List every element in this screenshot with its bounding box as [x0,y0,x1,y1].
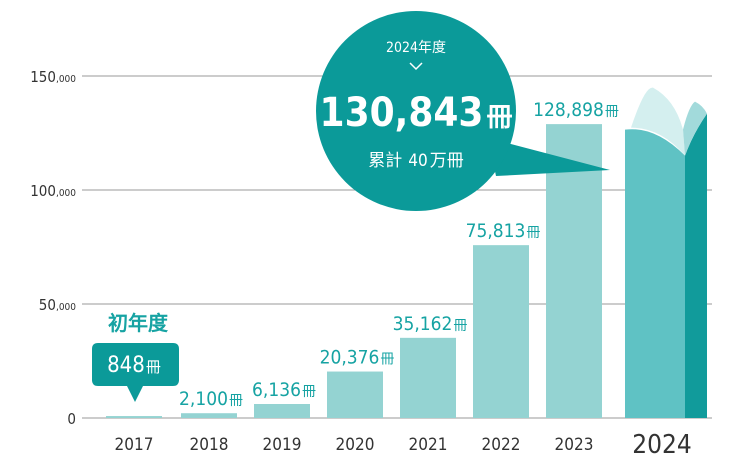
book-spine [685,113,707,418]
chevron-down-icon [409,62,423,71]
y-tick-main: 50 [39,296,56,314]
first-year-title: 初年度 [108,311,169,335]
value-label-2023: 128,898冊 [533,99,619,121]
first-year-value: 848冊 [107,353,161,378]
category-label-2021: 2021 [409,435,448,455]
bar-2023 [546,124,602,419]
value-label-2020-unit: 冊 [380,352,394,368]
bar-2017 [106,416,162,418]
category-label-2020: 2020 [336,435,375,455]
highlight-callout: 2024年度 130,843 冊累計 40 万冊 [316,11,610,211]
value-label-2022: 75,813冊 [466,220,541,242]
y-tick-label-1: 50,000 [39,296,76,314]
callout-total: 累計 40 万冊 [368,151,463,171]
category-label-2024: 2024 [632,430,692,460]
callout-circle [316,11,516,211]
y-tick-label-0: 0 [67,410,76,428]
value-label-2019-number: 6,136 [252,379,301,401]
y-tick-suffix: ,000 [56,74,76,85]
book-page-right [683,101,707,156]
x-axis-categories: 2017 2018 2019 2020 2021 2022 2023 2024 [115,430,692,460]
y-tick-main: 0 [67,410,76,428]
y-tick-suffix: ,000 [56,188,76,199]
callout-total-label: 累計 [368,151,402,171]
value-label-2022-number: 75,813 [466,220,526,242]
y-tick-main: 100 [30,182,56,200]
bar-2024 [625,87,707,418]
value-label-2018-unit: 冊 [229,393,243,409]
value-label-2021-unit: 冊 [453,318,467,334]
category-label-2022: 2022 [482,435,521,455]
callout-value-unit: 冊 [486,103,512,133]
y-tick-main: 150 [30,68,56,86]
value-label-2018-number: 2,100 [179,388,228,410]
bar-2020 [327,371,383,418]
bar-2019 [254,404,310,418]
value-label-2023-unit: 冊 [605,104,619,120]
value-labels: 2,100冊6,136冊20,376冊35,162冊75,813冊128,898… [179,99,619,410]
bar-2021 [400,337,456,418]
callout-value-number: 130,843 [320,90,484,136]
y-tick-label-2: 100,000 [30,182,76,200]
category-label-2018: 2018 [190,435,229,455]
book-page-left [631,87,685,156]
callout-fiscal-year: 2024年度 [386,40,446,56]
value-label-2019: 6,136冊 [252,379,316,401]
value-label-2020: 20,376冊 [320,347,395,369]
category-label-2019: 2019 [263,435,302,455]
first-year-number: 848 [107,353,145,378]
y-tick-suffix: ,000 [56,302,76,313]
first-year-unit: 冊 [146,358,161,376]
bar-2018 [181,413,237,418]
y-tick-label-3: 150,000 [30,68,76,86]
callout-total-value: 40 [408,151,427,171]
callout-total-unit: 万冊 [430,151,464,171]
value-label-2021: 35,162冊 [393,313,468,335]
value-label-2018: 2,100冊 [179,388,243,410]
bar-2022 [473,245,529,418]
value-label-2023-number: 128,898 [533,99,604,121]
callout-pointer [488,138,610,176]
callout-value: 130,843 冊 [320,90,513,136]
value-label-2022-unit: 冊 [526,225,540,241]
category-label-2023: 2023 [555,435,594,455]
book-front [625,129,685,418]
first-year-callout: 初年度 848冊 [92,311,179,402]
value-label-2019-unit: 冊 [302,384,316,400]
first-year-bubble [92,343,179,402]
bars [106,87,707,419]
category-label-2017: 2017 [115,435,154,455]
value-label-2021-number: 35,162 [393,313,453,335]
value-label-2020-number: 20,376 [320,347,380,369]
